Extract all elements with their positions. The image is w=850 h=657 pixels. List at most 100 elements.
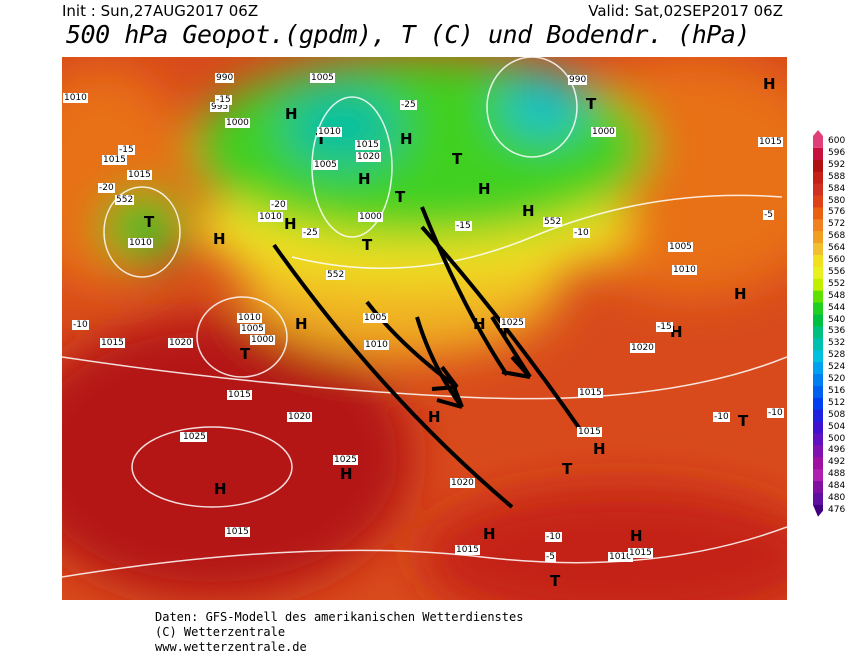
valid-time: Valid: Sat,02SEP2017 06Z: [588, 2, 783, 20]
colorbar-label: 576: [828, 207, 846, 218]
contour-label: 1020: [168, 338, 193, 348]
contour-label: 1010: [128, 238, 153, 248]
contour-label: 1005: [310, 73, 335, 83]
colorbar-swatch: [813, 374, 823, 387]
contour-label: 1020: [450, 478, 475, 488]
contour-label: -10: [573, 228, 590, 238]
colorbar-swatch: [813, 290, 823, 304]
pressure-center: H: [522, 202, 535, 220]
colorbar-label: 508: [828, 409, 846, 420]
colorbar-swatch: [813, 147, 823, 161]
colorbar-label: 568: [828, 231, 846, 242]
colorbar-label: 516: [828, 385, 846, 396]
contour-label: -10: [545, 532, 562, 542]
colorbar-swatch: [813, 409, 823, 423]
colorbar-swatch: [813, 493, 823, 506]
contour-label: 1000: [358, 212, 383, 222]
pressure-center: T: [144, 213, 155, 231]
colorbar-swatch: [813, 243, 823, 256]
colorbar-label: 484: [828, 481, 846, 492]
colorbar-swatch: [813, 219, 823, 232]
contour-label: 1015: [355, 140, 380, 150]
pressure-center: H: [630, 527, 643, 545]
contour-label: 1010: [364, 340, 389, 350]
contour-label: 1005: [668, 242, 693, 252]
contour-label: 1015: [628, 548, 653, 558]
contour-label: -15: [455, 221, 472, 231]
contour-label: 1000: [591, 127, 616, 137]
colorbar-label: 476: [828, 504, 846, 515]
contour-label: -15: [656, 322, 673, 332]
contour-label: 1020: [630, 343, 655, 353]
contour-label: 1020: [356, 152, 381, 162]
contour-label: 1010: [672, 265, 697, 275]
contour-label: 1000: [250, 335, 275, 345]
pressure-center: H: [213, 230, 226, 248]
colorbar-label: 592: [828, 159, 846, 170]
colorbar-swatch: [813, 159, 823, 173]
footer-copyright: (C) Wetterzentrale: [155, 625, 286, 639]
contour-label: -5: [545, 552, 556, 562]
colorbar-label: 588: [828, 171, 846, 182]
pressure-center: T: [452, 150, 463, 168]
colorbar-swatch: [813, 130, 823, 148]
colorbar-swatch: [813, 326, 823, 339]
contour-label: -25: [302, 228, 319, 238]
colorbar-swatch: [813, 362, 823, 375]
colorbar-swatch: [813, 338, 823, 351]
footer-url: www.wetterzentrale.de: [155, 640, 307, 654]
colorbar-swatch: [813, 302, 823, 315]
colorbar-label: 544: [828, 302, 846, 313]
colorbar-swatch: [813, 183, 823, 196]
contour-label: 1015: [100, 338, 125, 348]
contour-label: 1015: [225, 527, 250, 537]
contour-label: 1010: [63, 93, 88, 103]
colorbar-label: 496: [828, 445, 846, 456]
colorbar-label: 600: [828, 136, 846, 146]
pressure-center: H: [358, 170, 371, 188]
contour-label: -10: [72, 320, 89, 330]
colorbar-swatch: [813, 314, 823, 327]
contour-label: 990: [215, 73, 235, 83]
pressure-center: H: [593, 440, 606, 458]
pressure-center: H: [214, 480, 227, 498]
colorbar-swatch: [813, 504, 823, 517]
colorbar-swatch: [813, 481, 823, 494]
contour-label: 1015: [127, 170, 152, 180]
colorbar-label: 500: [828, 433, 846, 444]
contour-label: 1015: [102, 155, 127, 165]
colorbar-label: 488: [828, 469, 846, 480]
contour-label: -10: [713, 412, 730, 422]
colorbar-label: 560: [828, 255, 846, 265]
colorbar-label: 552: [828, 278, 846, 289]
pressure-center: H: [483, 525, 496, 543]
footer-source: Daten: GFS-Modell des amerikanischen Wet…: [155, 610, 524, 624]
colorbar-label: 584: [828, 183, 846, 194]
pressure-center: T: [500, 323, 511, 341]
pressure-center: H: [285, 105, 298, 123]
contour-label: 1015: [227, 390, 252, 400]
map-title: 500 hPa Geopot.(gpdm), T (C) und Bodendr…: [66, 20, 750, 49]
pressure-center: T: [586, 95, 597, 113]
colorbar-swatch: [813, 231, 823, 244]
contour-label: -15: [118, 145, 135, 155]
contour-label: -15: [215, 95, 232, 105]
contour-label: 552: [543, 217, 563, 227]
pressure-center: T: [240, 345, 251, 363]
contour-label: 1015: [758, 137, 783, 147]
contour-label: 1000: [225, 118, 250, 128]
colorbar-swatch: [813, 445, 823, 458]
colorbar-label: 532: [828, 338, 846, 349]
pressure-center: H: [400, 130, 413, 148]
contour-label: -10: [767, 408, 784, 418]
colorbar-label: 572: [828, 219, 846, 230]
colorbar-swatch: [813, 255, 823, 268]
contour-label: 995: [210, 102, 230, 112]
colorbar-label: 580: [828, 195, 846, 206]
pressure-center: T: [562, 460, 573, 478]
pressure-center: H: [284, 215, 297, 233]
contour-label: 1005: [313, 160, 338, 170]
pressure-center: H: [763, 75, 776, 93]
colorbar-swatch: [813, 433, 823, 446]
